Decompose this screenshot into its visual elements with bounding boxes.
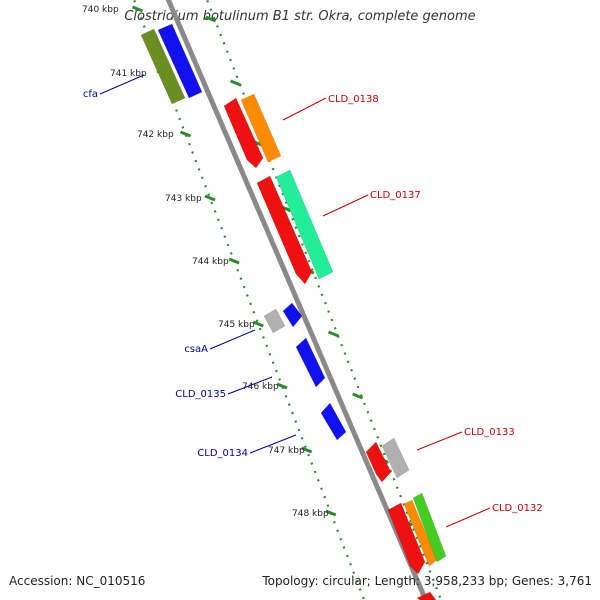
leader-line: [209, 329, 256, 350]
outer-tick-mark: [230, 79, 242, 87]
leader-line: [282, 97, 327, 121]
gene-label-CLD_0138: CLD_0138: [328, 94, 379, 105]
gene-CLD_0138: [240, 93, 282, 163]
kbp-tick-label: 741 kbp: [110, 69, 147, 79]
kbp-tick-mark: [179, 130, 192, 138]
outer-tick-mark: [205, 15, 217, 23]
kbp-tick-label: 746 kbp: [242, 382, 279, 392]
leader-line: [99, 74, 145, 95]
gene-red-0133: [365, 441, 392, 483]
kbp-tick-mark: [204, 194, 216, 202]
gene-label-CLD_0135: CLD_0135: [175, 389, 226, 400]
gene-label-CLD_0132: CLD_0132: [492, 503, 543, 514]
leader-line: [445, 507, 491, 528]
leader-line: [416, 431, 463, 451]
kbp-tick-label: 745 kbp: [218, 320, 255, 330]
gene-red-bottom: [416, 591, 437, 600]
leader-line: [227, 376, 273, 395]
kbp-tick-mark: [276, 382, 288, 390]
outer-tick-mark: [352, 392, 364, 400]
gene-labels: CLD_0138 CLD_0137 CLD_0133 CLD_0132 cfa csaA C…: [83, 74, 543, 528]
gene-CLD_0135: [295, 337, 326, 388]
kbp-tick-label: 748 kbp: [292, 509, 329, 519]
kbp-tick-label: 747 kbp: [268, 446, 305, 456]
gene-red-0138: [223, 97, 264, 169]
gene-red-0137: [256, 175, 313, 285]
topology-text: Topology: circular; Length: 3,958,233 bp…: [262, 574, 592, 588]
gene-csaA-silver: [263, 308, 286, 334]
gene-features: [140, 23, 447, 600]
kbp-tick-label: 742 kbp: [137, 130, 174, 140]
gene-CLD_0134: [320, 402, 347, 441]
leader-line: [249, 434, 297, 454]
kbp-tick-label: 744 kbp: [192, 257, 229, 267]
gene-label-CLD_0137: CLD_0137: [370, 190, 421, 201]
gene-cfa: [140, 28, 186, 105]
gene-label-csaA: csaA: [184, 344, 208, 355]
gene-CLD_0133: [381, 437, 410, 479]
kbp-tick-mark: [325, 509, 337, 517]
kbp-tick-mark: [228, 257, 240, 265]
outer-tick-mark: [327, 330, 340, 338]
kbp-tick-label: 743 kbp: [165, 194, 202, 204]
gene-reverse-blue: [157, 23, 203, 99]
gene-label-cfa: cfa: [83, 89, 98, 100]
genome-backbone: [165, 0, 429, 600]
accession-text: Accession: NC_010516: [9, 574, 146, 588]
gene-red-0132: [387, 502, 426, 575]
gene-csaA: [282, 302, 303, 328]
leader-line: [322, 194, 369, 217]
gene-CLD_0137: [275, 169, 334, 280]
kbp-tick-label: 740 kbp: [82, 5, 119, 15]
kbp-tick-mark: [131, 5, 144, 13]
gene-label-CLD_0133: CLD_0133: [464, 427, 515, 438]
gene-label-CLD_0134: CLD_0134: [197, 448, 248, 459]
kbp-tick-mark: [252, 320, 264, 328]
gene-CLD_0132: [412, 492, 447, 563]
kbp-tick-mark: [301, 446, 313, 454]
